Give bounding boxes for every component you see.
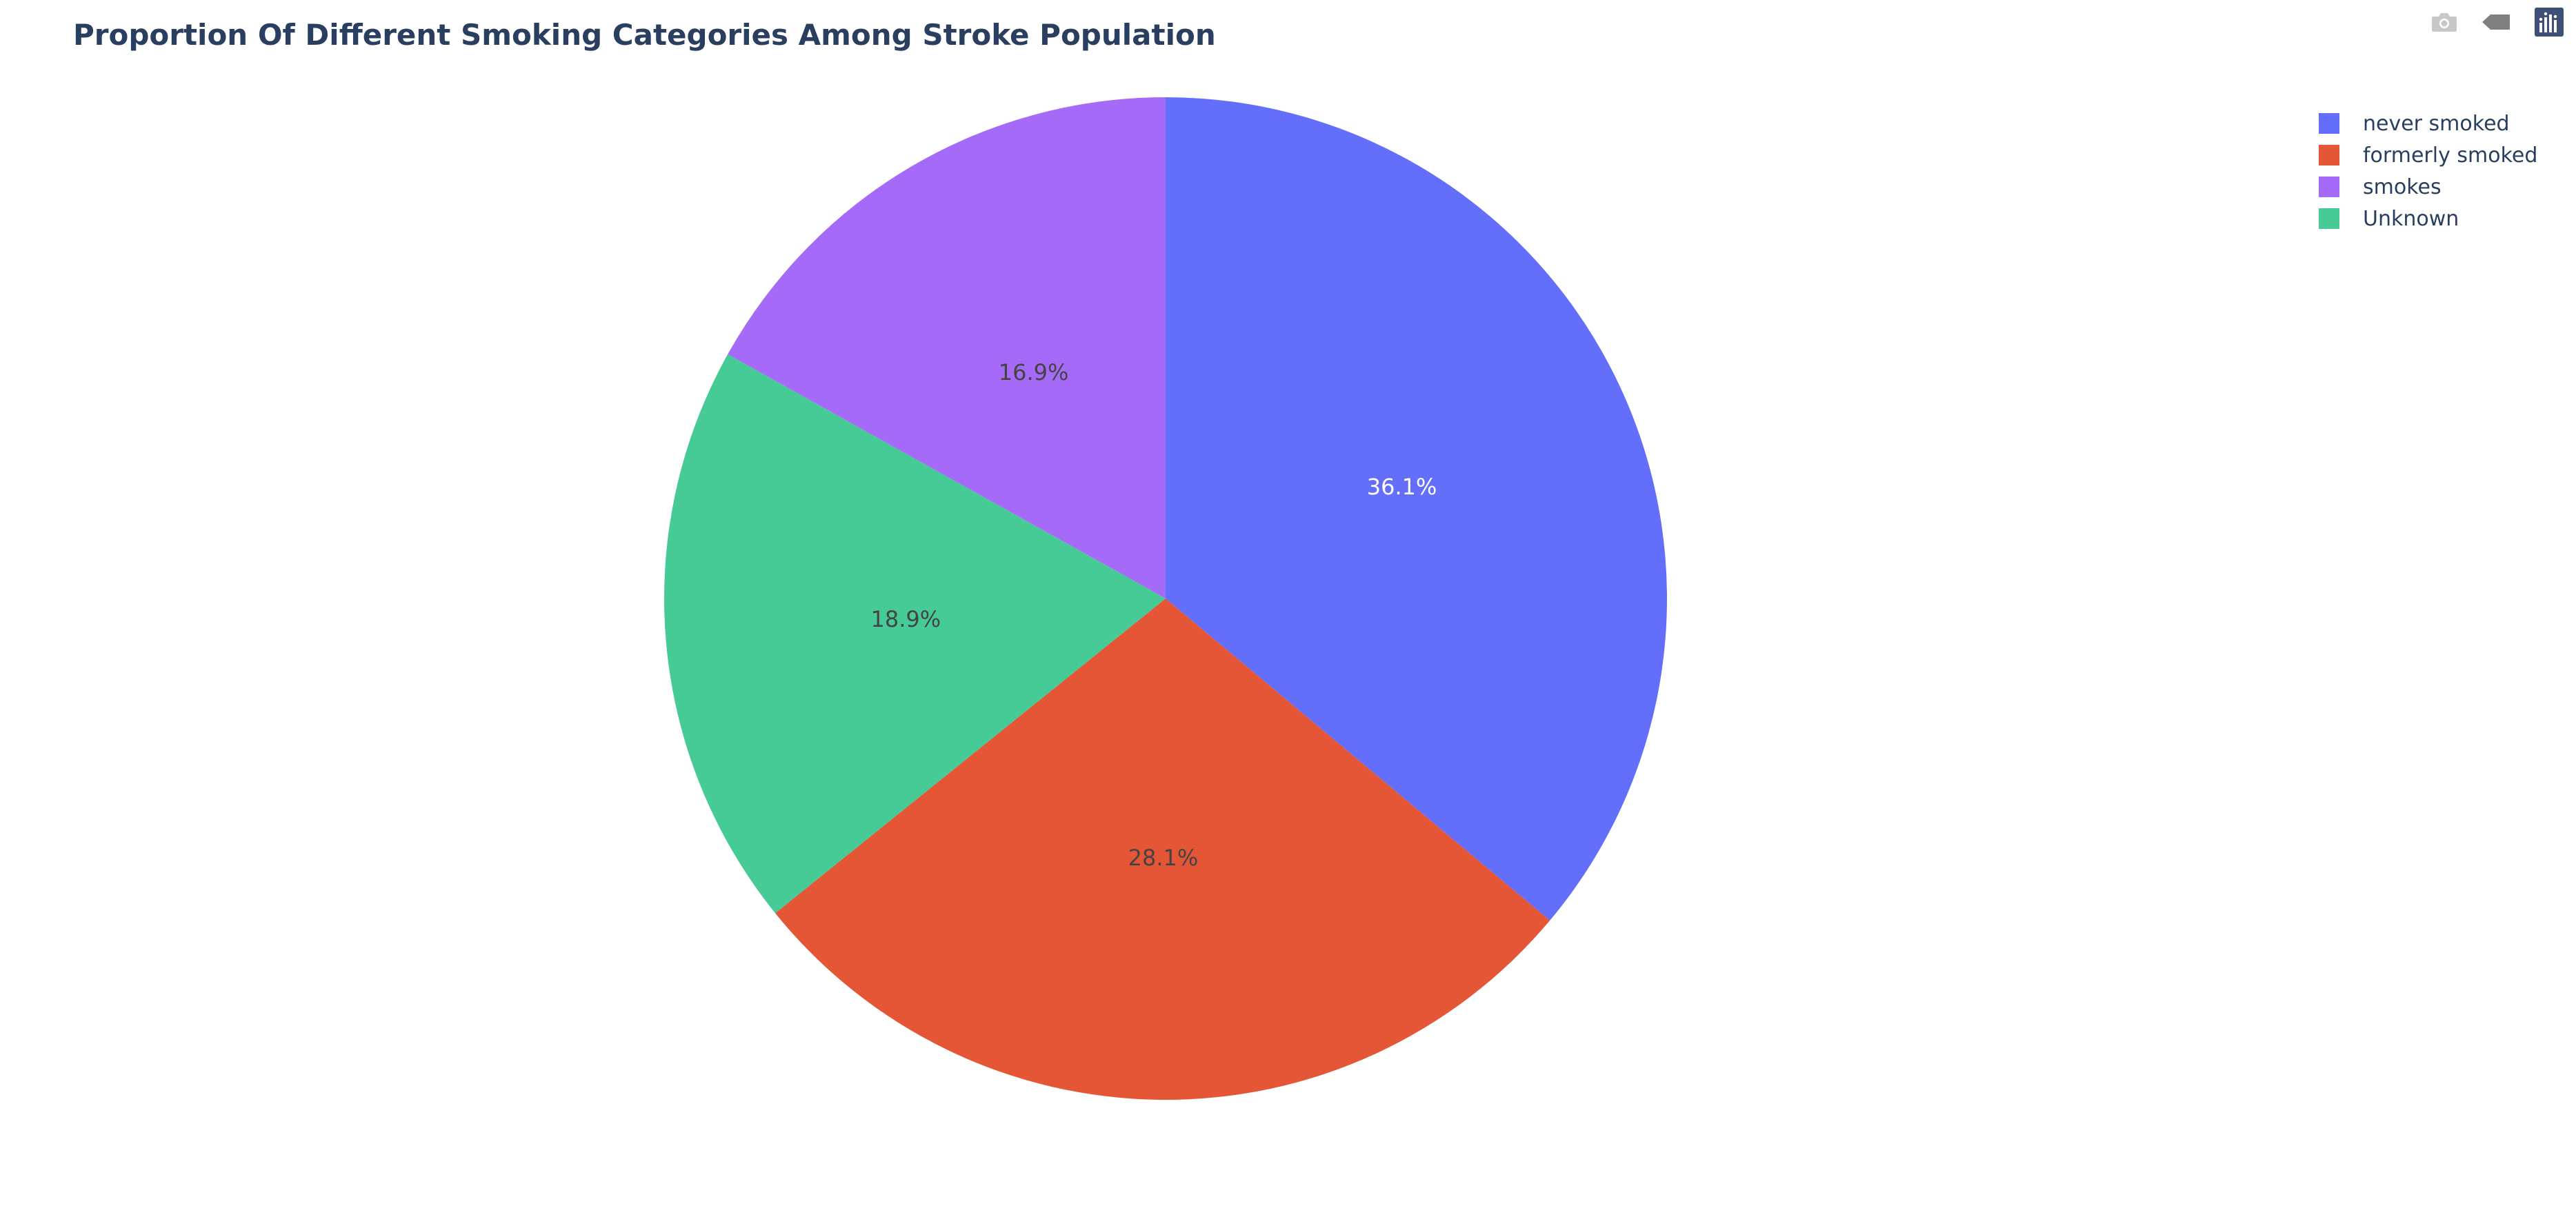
- legend-item-smokes[interactable]: smokes: [2319, 171, 2537, 203]
- legend-swatch: [2319, 145, 2339, 165]
- legend-label: never smoked: [2363, 111, 2510, 136]
- pie-slice-never-smoked[interactable]: [1166, 97, 1667, 921]
- slice-value-label-never-smoked: 36.1%: [1367, 474, 1437, 500]
- legend-item-never-smoked[interactable]: never smoked: [2319, 108, 2537, 139]
- pie-slice-smokes[interactable]: [728, 97, 1166, 599]
- plotly-logo-button[interactable]: [2530, 6, 2568, 39]
- legend-item-formerly-smoked[interactable]: formerly smoked: [2319, 139, 2537, 171]
- slice-value-label-unknown: 18.9%: [870, 606, 941, 632]
- pie-slices: [663, 97, 1667, 1101]
- pie-slice-unknown[interactable]: [663, 354, 1166, 914]
- hover-compare-button[interactable]: [2478, 6, 2515, 39]
- tag-icon: [2482, 14, 2510, 30]
- legend-label: Unknown: [2363, 206, 2459, 231]
- download-png-button[interactable]: [2426, 6, 2463, 39]
- legend-swatch: [2319, 177, 2339, 197]
- camera-icon: [2432, 13, 2457, 32]
- slice-value-label-formerly-smoked: 28.1%: [1128, 845, 1199, 871]
- pie-slice-labels: 36.1% 28.1% 18.9% 16.9%: [870, 359, 1437, 871]
- slice-value-label-smokes: 16.9%: [999, 359, 1069, 385]
- pie-slice-formerly-smoked[interactable]: [775, 599, 1550, 1101]
- modebar: [2426, 6, 2568, 39]
- plotly-logo-icon: [2535, 8, 2564, 37]
- legend: never smoked formerly smoked smokes Unknown: [2319, 108, 2537, 234]
- legend-label: smokes: [2363, 174, 2442, 199]
- legend-swatch: [2319, 208, 2339, 229]
- legend-item-unknown[interactable]: Unknown: [2319, 203, 2537, 234]
- legend-swatch: [2319, 113, 2339, 134]
- legend-label: formerly smoked: [2363, 143, 2538, 168]
- chart-title: Proportion Of Different Smoking Categori…: [73, 18, 1216, 52]
